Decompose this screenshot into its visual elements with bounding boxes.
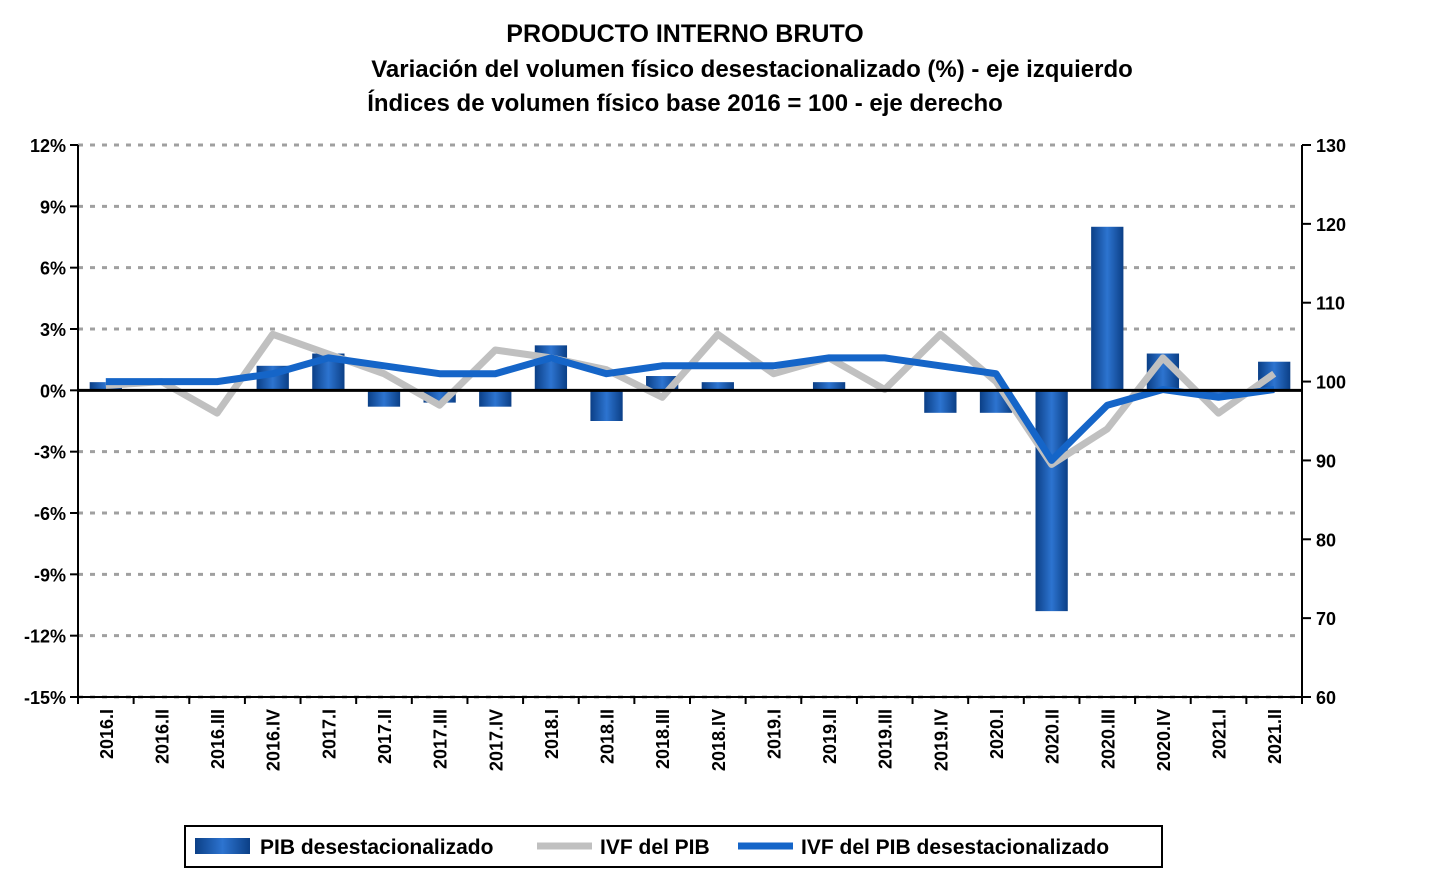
axes [70,144,1311,704]
category-label: 2019.IV [931,709,951,771]
category-label: 2017.II [375,709,395,764]
bar-pib-desestacionalizado [590,390,623,421]
right-axis-tick-label: 130 [1316,136,1346,156]
category-label: 2018.II [598,709,618,764]
bar-pib-desestacionalizado [479,390,512,407]
legend-box [184,825,1163,868]
left-axis-tick-label: -6% [34,504,66,524]
right-axis-tick-labels: 130 120 110 100 90 80 70 60 [1316,136,1346,708]
category-label: 2020.II [1043,709,1063,764]
left-axis-tick-label: -12% [24,627,66,647]
category-label: 2016.II [152,709,172,764]
bar-pib-desestacionalizado [812,382,846,391]
legend-label-ivf-desest: IVF del PIB desestacionalizado [801,836,1109,859]
category-label: 2017.I [319,709,339,759]
category-label: 2020.III [1098,709,1118,769]
chart-subtitle-right-axis: Índices de volumen físico base 2016 = 10… [367,89,1003,117]
left-axis-tick-label: -3% [34,443,66,463]
left-axis-tick-label: 0% [40,381,66,401]
line-series [105,330,1277,468]
category-label: 2018.IV [709,709,729,771]
right-axis-tick-label: 70 [1316,609,1336,629]
chart-title: PRODUCTO INTERNO BRUTO [506,20,863,48]
line-ivf-pib-desestacionalizado [105,354,1275,464]
left-axis-tick-label: 3% [40,320,66,340]
legend: PIB desestacionalizado IVF del PIB IVF d… [184,825,1163,868]
bar-pib-desestacionalizado [89,382,122,391]
category-label: 2021.II [1265,709,1285,764]
bar-pib-desestacionalizado [924,390,957,413]
category-label: 2018.I [542,709,562,759]
bar-pib-desestacionalizado [1091,226,1124,391]
category-label: 2020.IV [1154,709,1174,771]
right-axis-tick-label: 100 [1316,373,1346,393]
category-label: 2016.III [208,709,228,769]
left-axis-tick-label: 12% [30,136,66,156]
left-axis-tick-labels: 12% 9% 6% 3% 0% -3% -6% -9% -12% -15% [24,136,66,708]
bar-series [89,226,1291,612]
right-axis-tick-label: 120 [1316,215,1346,235]
bar-pib-desestacionalizado [701,382,734,391]
category-axis-labels: 2016.I 2016.II 2016.III 2016.IV 2017.I 2017.I… [97,709,1285,771]
category-label: 2020.I [987,709,1007,759]
category-label: 2021.I [1210,709,1230,759]
category-label: 2017.IV [486,709,506,771]
left-axis-tick-label: -9% [34,565,66,585]
legend-swatch-bar [195,838,250,854]
bar-pib-desestacionalizado [1035,390,1068,612]
left-axis-tick-label: 6% [40,259,66,279]
category-label: 2016.I [97,709,117,759]
left-axis-tick-label: 9% [40,197,66,217]
left-axis-tick-label: -15% [24,688,66,708]
right-axis-tick-label: 110 [1316,294,1345,314]
category-label: 2017.III [431,709,451,769]
right-axis-tick-label: 60 [1316,688,1336,708]
category-label: 2018.III [653,709,673,769]
bar-pib-desestacionalizado [367,390,401,407]
legend-label-bar: PIB desestacionalizado [260,836,493,859]
chart-subtitle-left-axis: Variación del volumen físico desestacion… [371,56,1133,83]
category-label: 2019.III [876,709,896,769]
bar-pib-desestacionalizado [534,345,568,391]
category-label: 2016.IV [264,709,284,771]
category-label: 2019.I [764,709,784,759]
right-axis-tick-label: 80 [1316,530,1336,550]
legend-label-ivf: IVF del PIB [600,836,710,859]
right-axis-tick-label: 90 [1316,451,1336,471]
category-label: 2019.II [820,709,840,764]
